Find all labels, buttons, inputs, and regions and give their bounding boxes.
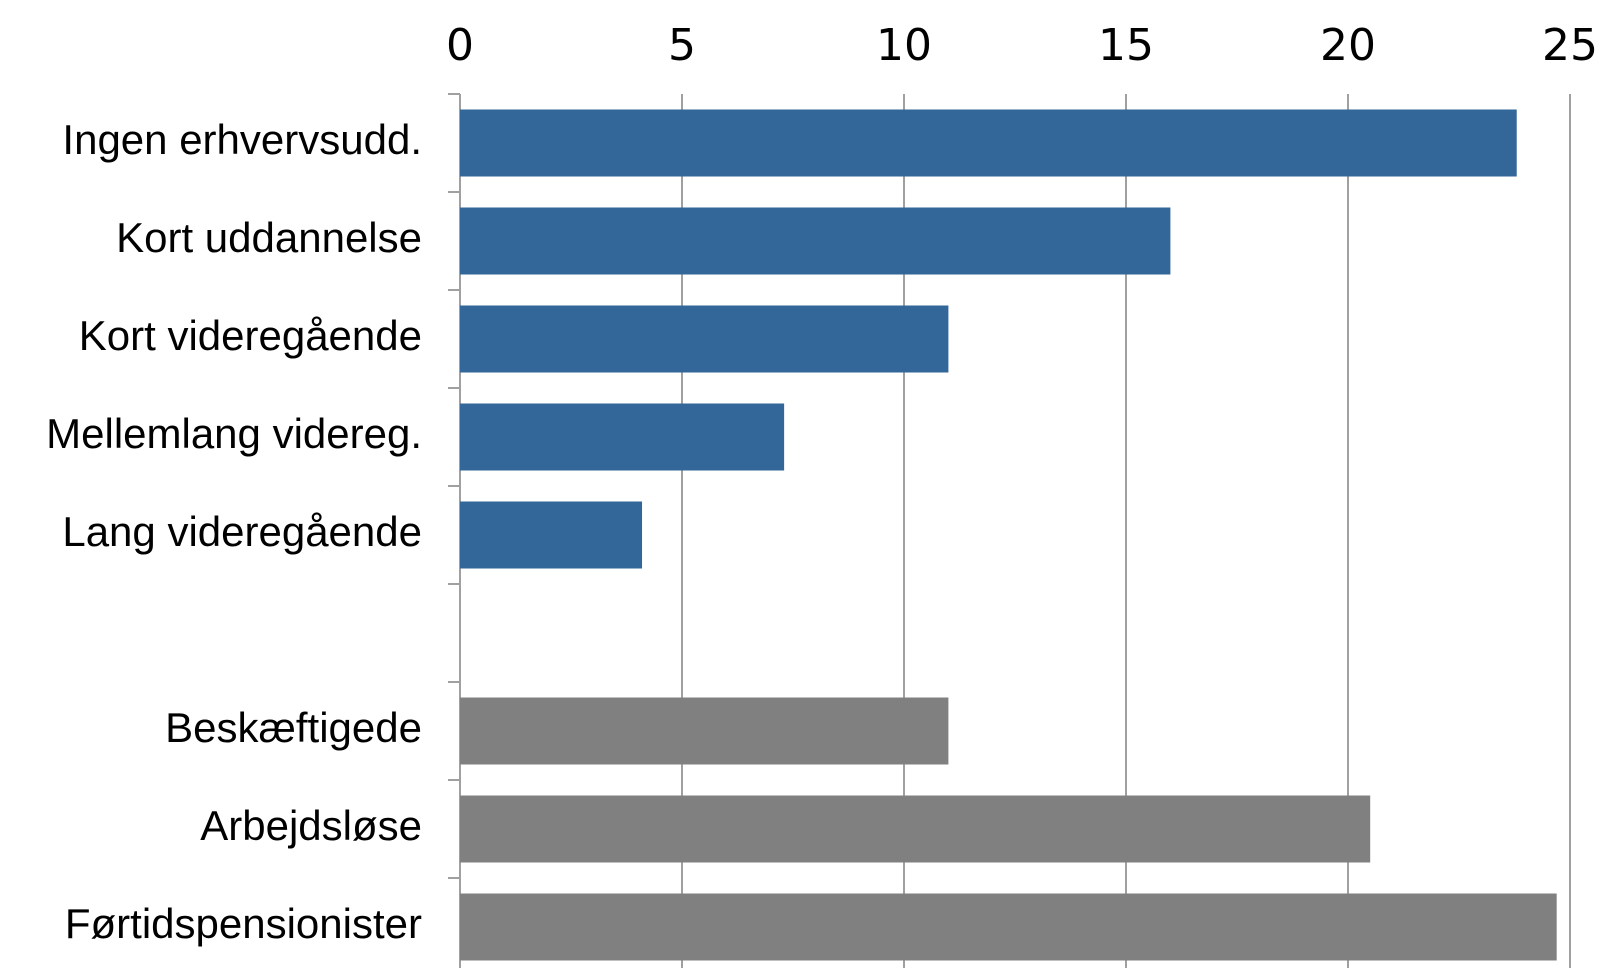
x-tick-label: 20: [1320, 20, 1376, 71]
category-label: Lang videregående: [62, 508, 422, 555]
bar: [460, 305, 949, 373]
category-label: Førtidspensionister: [65, 900, 422, 947]
x-tick-label: 25: [1542, 20, 1598, 71]
bars: [460, 109, 1557, 961]
bar: [460, 501, 643, 569]
bar: [460, 109, 1517, 177]
category-label: Kort uddannelse: [116, 214, 422, 261]
category-label: Mellemlang videreg.: [46, 410, 422, 457]
bar: [460, 207, 1171, 275]
category-axis: [448, 93, 461, 968]
bar: [460, 697, 949, 765]
category-label: Ingen erhvervsudd.: [62, 116, 422, 163]
bar: [460, 795, 1371, 863]
x-tick-label: 15: [1098, 20, 1154, 71]
bar: [460, 403, 785, 471]
bar: [460, 893, 1557, 961]
x-tick-label: 5: [668, 20, 696, 71]
x-tick-label: 10: [876, 20, 932, 71]
x-tick-label: 0: [446, 20, 474, 71]
category-label: Kort videregående: [79, 312, 422, 359]
category-label: Beskæftigede: [165, 704, 422, 751]
category-label: Arbejdsløse: [200, 802, 422, 849]
x-axis-tick-labels: 0 5 10 15 20 25: [446, 20, 1598, 71]
category-labels: Ingen erhvervsudd. Kort uddannelse Kort vi…: [46, 116, 422, 947]
